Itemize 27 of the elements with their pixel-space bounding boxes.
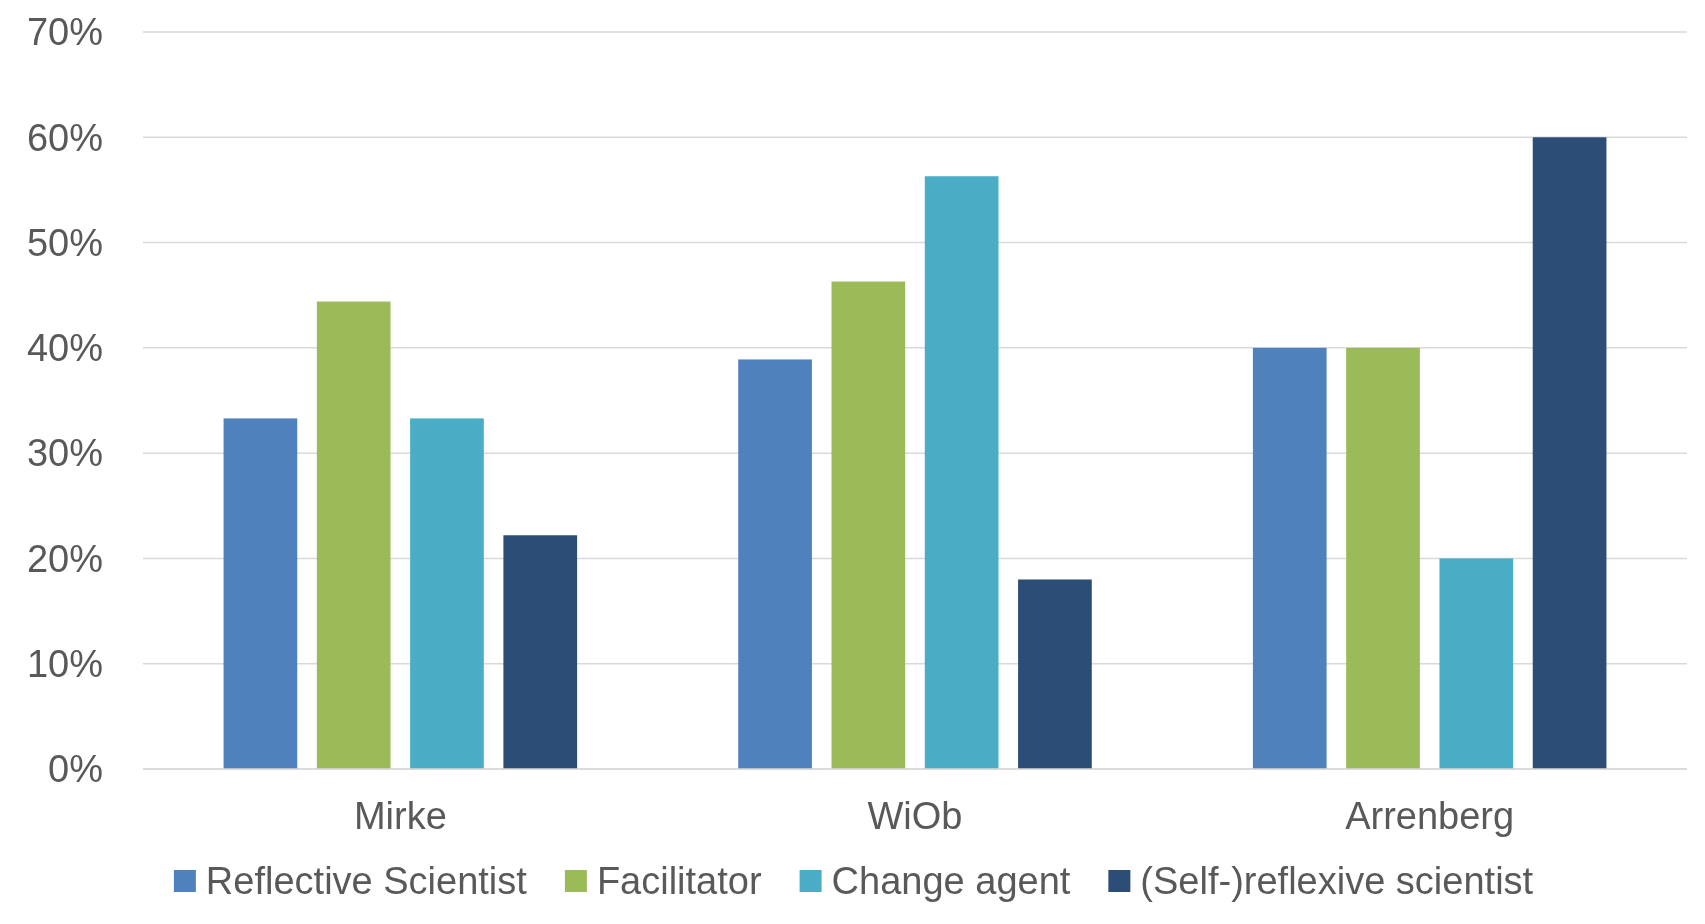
legend-label: Reflective Scientist: [205, 860, 528, 902]
bar: [831, 281, 906, 769]
y-tick-label: 40%: [26, 327, 103, 370]
y-tick-label: 50%: [26, 221, 103, 264]
bar: [1018, 579, 1092, 769]
bar: [924, 176, 999, 769]
legend-label: Change agent: [831, 860, 1071, 902]
bar: [1346, 347, 1420, 769]
legend-label: (Self-)reflexive scientist: [1140, 860, 1534, 902]
y-tick-label: 30%: [26, 432, 103, 475]
y-tick-label: 10%: [26, 643, 103, 686]
bar: [1532, 137, 1607, 769]
y-tick-label: 20%: [26, 537, 103, 580]
x-tick-label: Arrenberg: [1345, 795, 1515, 837]
x-tick-label: Mirke: [353, 795, 447, 837]
bar: [738, 359, 812, 769]
bar: [410, 418, 484, 769]
y-tick-label: 70%: [26, 11, 103, 54]
y-tick-label: 60%: [26, 116, 103, 159]
bar: [503, 535, 578, 769]
legend-label: Facilitator: [596, 860, 762, 902]
y-tick-label: 0%: [48, 748, 103, 791]
bar: [1439, 558, 1514, 769]
bar: [223, 418, 298, 769]
x-tick-label: WiOb: [867, 795, 963, 837]
bar: [1252, 347, 1327, 769]
bar: [316, 301, 391, 769]
